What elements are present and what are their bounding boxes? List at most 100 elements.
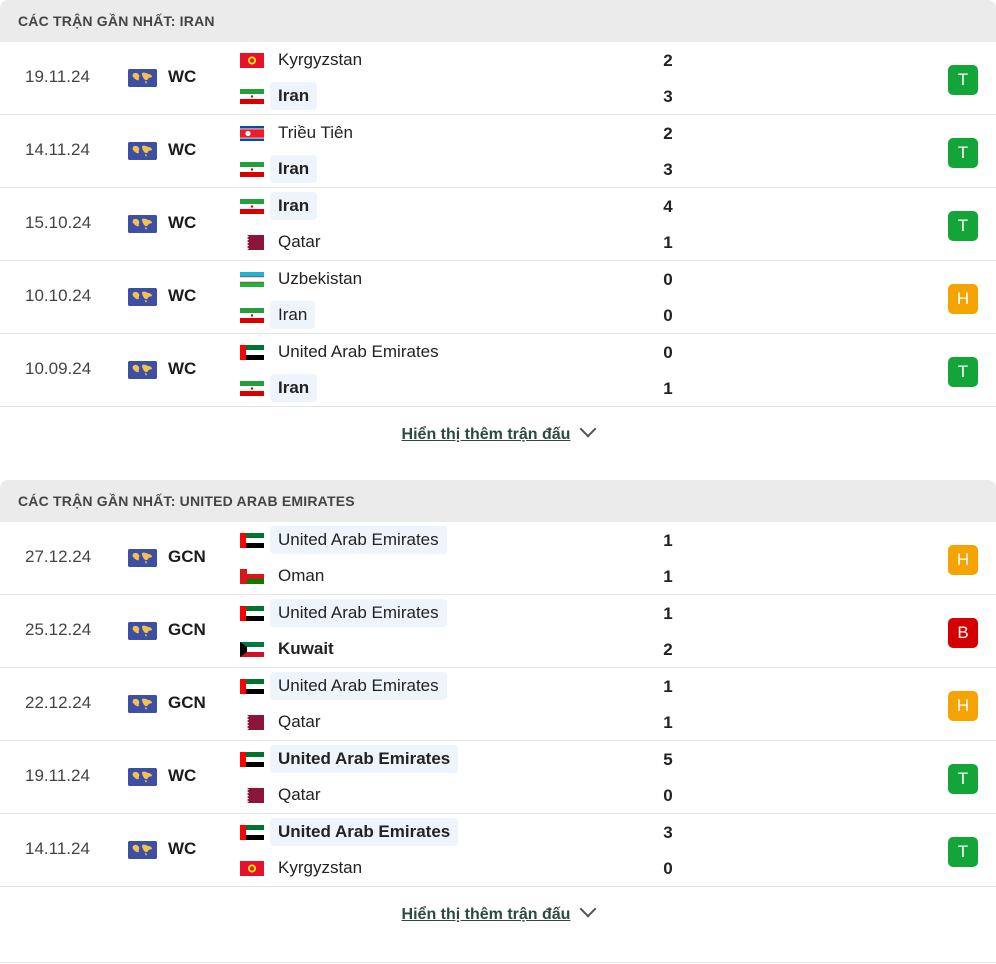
away-score: 0: [663, 859, 673, 878]
result-badge: T: [948, 211, 978, 241]
away-score: 3: [663, 87, 673, 106]
home-score: 1: [663, 604, 673, 623]
competition-globe-icon: [128, 142, 157, 160]
competition-label[interactable]: WC: [168, 286, 197, 305]
home-score: 1: [663, 677, 673, 696]
competition-label[interactable]: GCN: [168, 620, 206, 639]
away-score: 3: [663, 160, 673, 179]
home-score: 0: [663, 343, 673, 362]
iran-flag-icon: [240, 308, 264, 323]
away-score: 2: [663, 640, 673, 659]
show-more-matches-link[interactable]: Hiển thị thêm trận đấu: [0, 420, 996, 444]
home-team-name[interactable]: Iran: [270, 192, 318, 220]
kuwait-flag-icon: [240, 642, 264, 657]
competition-label[interactable]: WC: [168, 359, 197, 378]
home-team-name[interactable]: Uzbekistan: [278, 269, 363, 288]
away-team-name[interactable]: Qatar: [278, 712, 321, 731]
away-team-name[interactable]: Qatar: [278, 232, 321, 251]
qatar-flag-icon: [240, 235, 264, 250]
match-row[interactable]: 14.11.24 WC Triều Tiên 2 Iran 3 T: [0, 115, 996, 188]
uae-flag-icon: [240, 606, 264, 621]
match-row[interactable]: 10.09.24 WC United Arab Emirates 0 Iran 1 T: [0, 334, 996, 407]
match-date: 19.11.24: [25, 766, 90, 785]
home-score: 2: [663, 51, 673, 70]
result-badge: T: [948, 65, 978, 95]
iran-flag-icon: [240, 89, 264, 104]
competition-globe-icon: [128, 768, 157, 786]
show-more-label[interactable]: Hiển thị thêm trận đấu: [401, 906, 571, 923]
result-badge: H: [948, 691, 978, 721]
home-team-name[interactable]: United Arab Emirates: [278, 342, 439, 361]
match-row[interactable]: 27.12.24 GCN United Arab Emirates 1 Oman 1 H: [0, 522, 996, 595]
result-badge: T: [948, 357, 978, 387]
home-team-name[interactable]: Kyrgyzstan: [278, 50, 363, 69]
away-score: 1: [663, 233, 673, 252]
away-score: 1: [663, 567, 673, 586]
away-team-name[interactable]: Oman: [278, 566, 325, 585]
away-score: 0: [663, 306, 673, 325]
match-row[interactable]: 14.11.24 WC United Arab Emirates 3 Kyrgyzsta…: [0, 814, 996, 887]
away-team-name[interactable]: Iran: [270, 155, 318, 183]
home-team-name[interactable]: United Arab Emirates: [270, 672, 447, 700]
uae-flag-icon: [240, 825, 264, 840]
competition-globe-icon: [128, 695, 157, 713]
match-date: 19.11.24: [25, 67, 90, 86]
match-row[interactable]: 25.12.24 GCN United Arab Emirates 1 Kuwait 2 B: [0, 595, 996, 668]
match-row[interactable]: 19.11.24 WC Kyrgyzstan 2 Iran 3 T: [0, 42, 996, 115]
home-team-name[interactable]: United Arab Emirates: [270, 526, 447, 554]
competition-globe-icon: [128, 69, 157, 87]
home-score: 2: [663, 124, 673, 143]
competition-label[interactable]: WC: [168, 839, 197, 858]
show-more-matches-link[interactable]: Hiển thị thêm trận đấu: [0, 900, 996, 924]
competition-label[interactable]: WC: [168, 766, 197, 785]
competition-label[interactable]: WC: [168, 213, 197, 232]
kyrgyzstan-flag-icon: [240, 861, 264, 876]
chevron-down-icon[interactable]: [579, 420, 597, 438]
competition-label[interactable]: GCN: [168, 547, 206, 566]
show-more-label[interactable]: Hiển thị thêm trận đấu: [401, 426, 571, 443]
result-badge: T: [948, 138, 978, 168]
away-team-name[interactable]: Iran: [270, 82, 318, 110]
match-row[interactable]: 19.11.24 WC United Arab Emirates 5 Qatar 0 T: [0, 741, 996, 814]
home-score: 0: [663, 270, 673, 289]
away-team-name[interactable]: Kyrgyzstan: [278, 858, 363, 877]
competition-label[interactable]: GCN: [168, 693, 206, 712]
competition-globe-icon: [128, 361, 157, 379]
competition-label[interactable]: WC: [168, 67, 197, 86]
uae-flag-icon: [240, 679, 264, 694]
away-team-name[interactable]: Qatar: [278, 785, 321, 804]
competition-globe-icon: [128, 841, 157, 859]
away-team-name[interactable]: Iran: [270, 374, 318, 402]
section-header: CÁC TRẬN GẦN NHẤT: IRAN: [0, 0, 996, 42]
result-badge: T: [948, 764, 978, 794]
competition-globe-icon: [128, 288, 157, 306]
match-date: 22.12.24: [25, 693, 92, 712]
match-date: 10.09.24: [25, 359, 92, 378]
result-badge: H: [948, 545, 978, 575]
home-team-name[interactable]: United Arab Emirates: [270, 745, 459, 773]
home-team-name[interactable]: United Arab Emirates: [270, 599, 447, 627]
match-date: 14.11.24: [25, 839, 90, 858]
iran-flag-icon: [240, 381, 264, 396]
competition-globe-icon: [128, 622, 157, 640]
home-team-name[interactable]: United Arab Emirates: [270, 818, 459, 846]
match-row[interactable]: 22.12.24 GCN United Arab Emirates 1 Qatar 1 H: [0, 668, 996, 741]
match-row[interactable]: 15.10.24 WC Iran 4 Qatar 1 T: [0, 188, 996, 261]
match-date: 25.12.24: [25, 620, 92, 639]
uae-flag-icon: [240, 345, 264, 360]
competition-globe-icon: [128, 215, 157, 233]
away-team-name[interactable]: Iran: [270, 301, 316, 329]
home-score: 3: [663, 823, 673, 842]
section-header: CÁC TRẬN GẦN NHẤT: UNITED ARAB EMIRATES: [0, 480, 996, 522]
chevron-down-icon[interactable]: [579, 900, 597, 918]
uzbekistan-flag-icon: [240, 272, 264, 287]
away-team-name[interactable]: Kuwait: [278, 639, 334, 658]
result-badge: T: [948, 837, 978, 867]
match-row[interactable]: 10.10.24 WC Uzbekistan 0 Iran 0 H: [0, 261, 996, 334]
competition-label[interactable]: WC: [168, 140, 197, 159]
home-team-name[interactable]: Triều Tiên: [278, 123, 353, 142]
oman-flag-icon: [240, 569, 264, 584]
away-score: 0: [663, 786, 673, 805]
home-score: 5: [663, 750, 673, 769]
result-badge: B: [948, 618, 978, 648]
